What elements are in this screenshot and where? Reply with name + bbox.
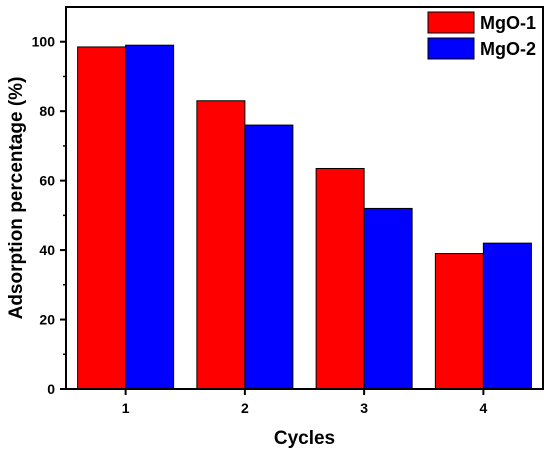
x-tick-label: 2 bbox=[241, 400, 249, 416]
y-tick-label: 20 bbox=[39, 312, 55, 328]
legend: MgO-1 MgO-2 bbox=[427, 11, 536, 60]
y-tick-label: 60 bbox=[39, 173, 55, 189]
legend-swatch-mgo-2 bbox=[427, 37, 475, 60]
y-tick-label: 80 bbox=[39, 103, 55, 119]
bar-mgo-1-cycle-2 bbox=[196, 100, 246, 390]
y-tick-label: 0 bbox=[47, 381, 55, 397]
y-tick-label: 100 bbox=[32, 34, 56, 50]
plot-frame bbox=[65, 6, 544, 390]
x-axis-ticks: 1 2 3 4 bbox=[122, 389, 487, 416]
legend-label-mgo-2: MgO-2 bbox=[480, 39, 536, 59]
bar-mgo-1-cycle-4 bbox=[434, 253, 484, 390]
y-axis-ticks: 0 20 40 60 80 100 bbox=[32, 34, 66, 397]
x-tick-label: 1 bbox=[122, 400, 130, 416]
bar-mgo-2-cycle-2 bbox=[244, 124, 294, 390]
y-tick-label: 40 bbox=[39, 242, 55, 258]
x-tick-label: 4 bbox=[479, 400, 487, 416]
bars-group bbox=[77, 44, 532, 390]
bar-mgo-1-cycle-3 bbox=[315, 167, 365, 390]
legend-swatch-mgo-1 bbox=[427, 11, 475, 34]
x-axis-title: Cycles bbox=[274, 428, 335, 449]
bar-mgo-1-cycle-1 bbox=[77, 46, 127, 390]
bar-mgo-2-cycle-3 bbox=[363, 207, 413, 390]
bar-mgo-2-cycle-1 bbox=[125, 44, 175, 390]
bar-mgo-2-cycle-4 bbox=[482, 242, 532, 390]
legend-label-mgo-1: MgO-1 bbox=[480, 13, 536, 33]
y-axis-title: Adsorption percentage (%) bbox=[6, 77, 27, 320]
x-tick-label: 3 bbox=[360, 400, 368, 416]
